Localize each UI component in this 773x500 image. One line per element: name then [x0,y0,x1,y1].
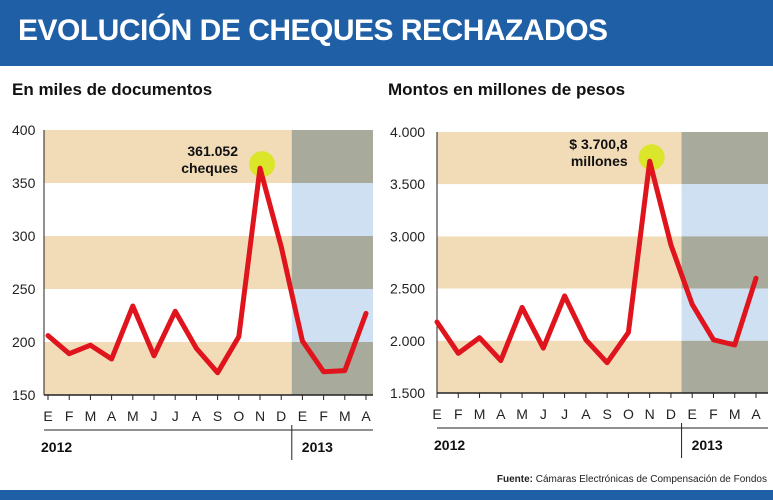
peak-label-value: 361.052 [187,143,238,159]
peak-highlight [638,144,665,171]
y-tick-label: 3.500 [390,176,425,192]
source-label: Fuente: [496,474,533,485]
footer-bar [0,490,773,500]
series-line [45,165,369,376]
x-tick-label: O [233,408,244,424]
y-tick-label: 2.500 [390,281,425,297]
x-tick-label: F [709,406,718,422]
x-tick-label: F [454,406,463,422]
peak-label-unit: cheques [181,160,238,176]
x-tick-label: S [213,408,222,424]
x-tick-label: M [729,406,741,422]
source-text: Cámaras Electrónicas de Compensación de … [535,474,767,485]
x-tick-label: J [561,406,568,422]
y-tick-label: 3.000 [390,228,425,244]
y-tick-label: 300 [12,228,36,244]
shade-2013-0 [681,132,768,185]
chart-title-amounts: Montos en millones de pesos [388,80,626,99]
peak-label-value: $ 3.700,8 [569,136,628,152]
x-tick-label: M [85,408,97,424]
shade-2013-1 [291,183,373,236]
x-tick-label: J [151,408,158,424]
x-tick-label: M [516,406,528,422]
chart-title-documents: En miles de documentos [12,80,213,99]
x-tick-label: A [751,406,761,422]
y-tick-label: 150 [12,387,36,403]
shade-2013-0 [291,130,373,183]
x-tick-label: S [602,406,611,422]
x-tick-label: J [172,408,179,424]
x-tick-label: F [319,408,328,424]
x-tick-label: M [127,408,139,424]
shade-2013-2 [291,236,373,289]
x-tick-label: J [540,406,547,422]
x-tick-label: N [645,406,655,422]
year-label-2013: 2013 [692,437,723,453]
shade-2013-4 [681,340,768,393]
x-tick-label: D [666,406,676,422]
x-tick-label: N [255,408,265,424]
y-tick-label: 200 [12,334,36,350]
y-tick-label: 400 [12,122,36,138]
x-tick-label: A [581,406,591,422]
shade-2013-4 [291,342,373,395]
x-tick-label: O [623,406,634,422]
x-tick-label: M [474,406,486,422]
shade-2013-1 [681,184,768,237]
year-label-2012: 2012 [41,439,72,455]
shade-2013-3 [681,288,768,341]
source-note: Fuente: Cámaras Electrónicas de Compensa… [497,474,767,485]
y-tick-label: 250 [12,281,36,297]
y-tick-label: 350 [12,175,36,191]
page-title: EVOLUCIÓN DE CHEQUES RECHAZADOS [18,14,608,47]
x-tick-label: A [496,406,506,422]
y-tick-label: 1.500 [390,385,425,401]
y-tick-label: 4.000 [390,124,425,140]
x-tick-label: D [276,408,286,424]
header-bar: EVOLUCIÓN DE CHEQUES RECHAZADOS [0,0,773,66]
x-tick-label: A [192,408,202,424]
x-tick-label: E [688,406,697,422]
peak-label-unit: millones [571,153,628,169]
x-tick-label: M [339,408,351,424]
x-tick-label: F [65,408,74,424]
x-tick-label: E [43,408,52,424]
year-label-2013: 2013 [302,439,333,455]
peak-highlight [249,151,275,178]
year-label-2012: 2012 [434,437,465,453]
series-line [434,158,759,366]
x-tick-label: E [432,406,441,422]
x-tick-label: A [361,408,371,424]
y-tick-label: 2.000 [390,333,425,349]
x-tick-label: E [298,408,307,424]
x-tick-label: A [107,408,117,424]
